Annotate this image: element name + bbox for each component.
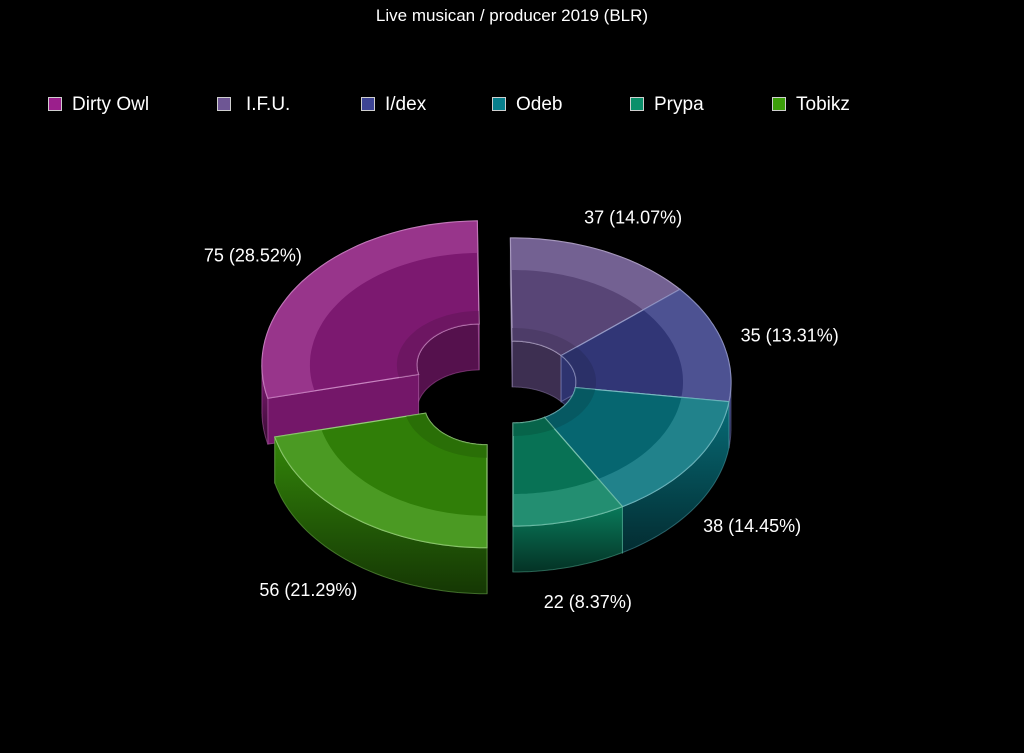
legend-label-tobikz: Tobikz <box>796 94 850 115</box>
legend-label-prypa: Prypa <box>654 94 704 115</box>
slice-inner-rim <box>396 310 480 378</box>
data-label-dirty-owl: 75 (28.52%) <box>204 245 302 265</box>
data-label-i-f-u: 37 (14.07%) <box>584 208 682 228</box>
data-label-odeb: 38 (14.45%) <box>703 516 801 536</box>
data-label-tobikz: 56 (21.29%) <box>259 580 357 600</box>
data-label-i-dex: 35 (13.31%) <box>741 325 839 345</box>
slice-top-rim <box>261 220 478 399</box>
slice-inner-rim <box>544 387 596 429</box>
slice-top-rim <box>274 429 487 548</box>
legend-label-odeb: Odeb <box>516 94 563 115</box>
slice-dirty-owl[interactable] <box>261 220 480 445</box>
slice-top-rim <box>598 397 729 507</box>
slice-inner-rim <box>512 328 577 356</box>
slice-inner-rim <box>561 347 596 390</box>
legend-swatch-prypa <box>630 97 644 111</box>
chart-title: Live musican / producer 2019 (BLR) <box>375 6 649 25</box>
data-label-prypa: 22 (8.37%) <box>544 592 632 612</box>
legend-swatch-dirty-owl <box>48 97 62 111</box>
legend-label-ifu: I.F.U. <box>246 94 291 115</box>
legend-swatch-odeb <box>492 97 506 111</box>
slice-tobikz[interactable] <box>273 412 488 595</box>
legend-swatch-tobikz <box>772 97 786 111</box>
legend-label-idex: I/dex <box>385 94 427 115</box>
legend-label-dirty-owl: Dirty Owl <box>72 94 150 115</box>
slice-top-rim <box>510 238 680 310</box>
slice-inner-rim <box>513 417 555 436</box>
slice-prypa[interactable] <box>512 416 624 573</box>
legend-swatch-ifu <box>217 97 231 111</box>
legend-swatch-idex <box>361 97 375 111</box>
slice-top-rim <box>643 289 731 402</box>
slice-inner-rim <box>406 413 487 458</box>
slice-top-rim <box>513 478 623 526</box>
